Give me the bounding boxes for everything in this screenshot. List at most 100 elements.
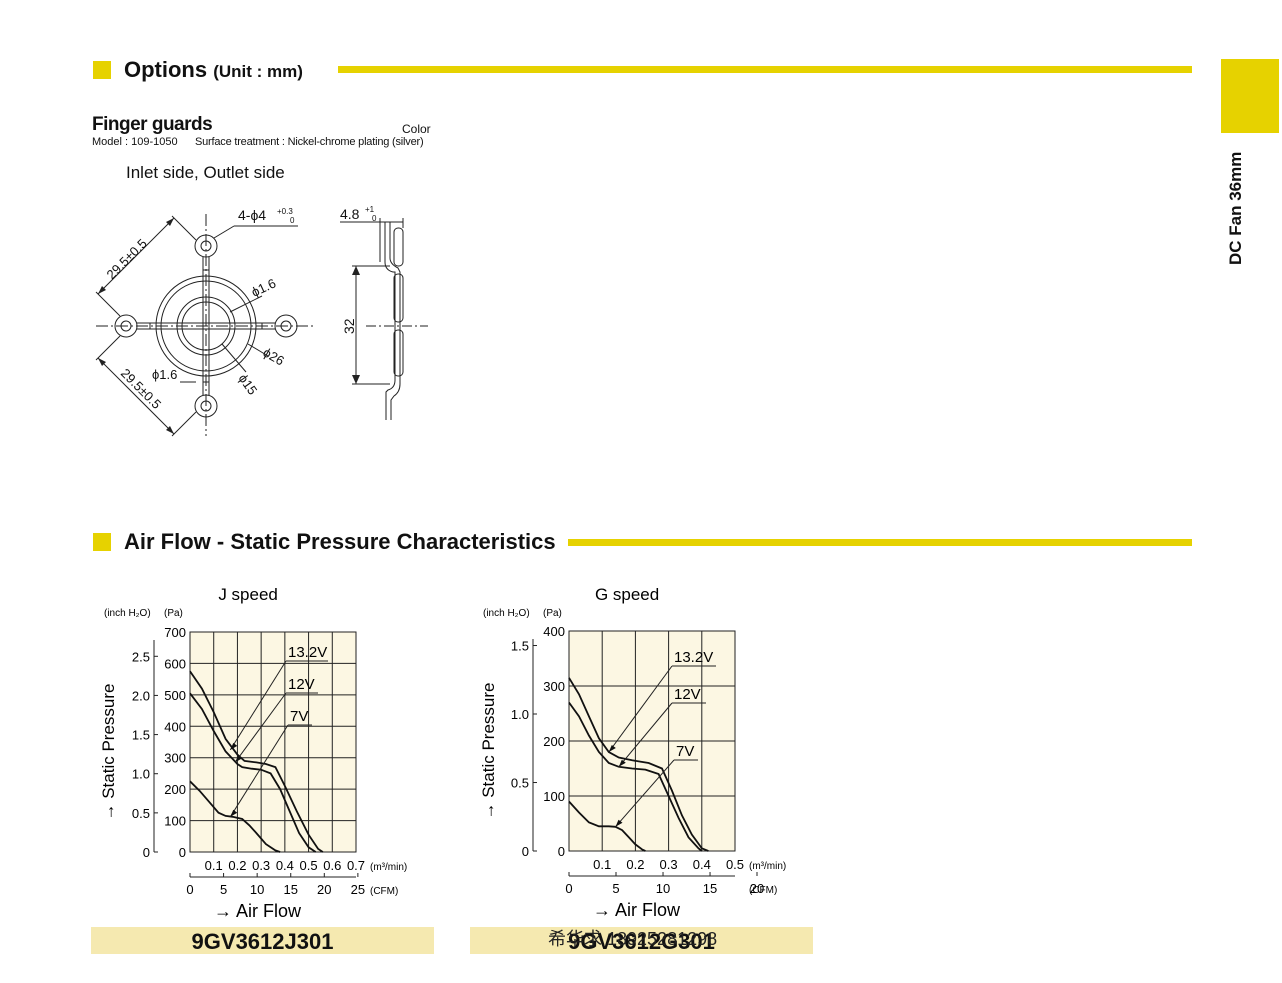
chart-0-pa-tick: 200 [164, 782, 186, 797]
chart-1-inch-tick: 0.5 [511, 776, 529, 791]
chart-1-label-leader [608, 665, 673, 753]
chart-0-series-12V [189, 692, 317, 853]
chart-1-pa-tick: 200 [543, 734, 565, 749]
chart-0-label-arrow [235, 755, 243, 763]
chart-1-pa-tick: 100 [543, 789, 565, 804]
options-unit: (Unit : mm) [213, 62, 303, 81]
ring-inner-dia: ϕ15 [236, 371, 261, 397]
chart-1-x-unit-bottom: (CFM) [749, 885, 777, 896]
chart-0-m3-tick: 0.3 [252, 858, 270, 873]
airflow-bullet [93, 533, 111, 551]
ring-outer-dia: ϕ26 [261, 345, 287, 369]
chart-0-m3-tick: 0.6 [323, 858, 341, 873]
chart-1-voltage-label: 13.2V [674, 649, 713, 666]
surface-line: Surface treatment : Nickel-chrome platin… [195, 136, 424, 148]
chart-0-plot-area [189, 631, 357, 853]
chart-0-title: J speed [218, 585, 278, 604]
chart-0-x-unit-top: (m³/min) [370, 862, 407, 873]
chart-1-m3-tick: 0.5 [726, 857, 744, 872]
model-label-j: 9GV3612J301 [191, 929, 334, 954]
chart-1-cfm-tick: 15 [703, 881, 717, 896]
chart-1-m3-tick: 0.2 [626, 857, 644, 872]
chart-0-pa-tick: 600 [164, 656, 186, 671]
chart-0-inch-tick: 1.0 [132, 767, 150, 782]
chart-0-x-label: → Air Flow [214, 901, 302, 921]
chart-0-cfm-tick: 25 [351, 882, 365, 897]
chart-0-pa-tick: 400 [164, 719, 186, 734]
chart-1-cfm-tick: 0 [565, 881, 572, 896]
chart-0-label-arrow [230, 809, 238, 817]
chart-0-m3-tick: 0.7 [347, 858, 365, 873]
chart-1-m3-tick: 0.3 [660, 857, 678, 872]
chart-g-speed: G speed(inch H₂O) (Pa)40030020010001.51.0… [479, 585, 786, 920]
inlet-outlet-label: Inlet side, Outlet side [126, 163, 285, 182]
color-label: Color [402, 122, 431, 136]
chart-1-y-label: → Static Pressure [479, 683, 498, 820]
chart-1-cfm-tick: 20 [750, 881, 764, 896]
side-tab-label: DC Fan 36mm [1226, 151, 1245, 265]
holes-tol-upper: +0.3 [277, 207, 293, 216]
chart-1-cfm-tick: 10 [656, 881, 670, 896]
chart-0-inch-tick: 2.0 [132, 688, 150, 703]
airflow-rule [568, 539, 1192, 546]
chart-0-label-leader [234, 692, 287, 763]
thickness-label: 4.8 [340, 206, 360, 222]
chart-1-series-12V [568, 701, 703, 852]
chart-1-pa-tick: 300 [543, 679, 565, 694]
chart-0-label-leader [229, 724, 289, 818]
model-band-g: 9GV3612G301 [470, 927, 813, 954]
chart-1-pa-tick: 0 [558, 844, 565, 859]
chart-0-m3-tick: 0.2 [228, 858, 246, 873]
chart-0-inch-tick: 2.5 [132, 649, 150, 664]
chart-1-voltage-label: 12V [674, 686, 701, 703]
chart-1-inch-tick: 0 [522, 844, 529, 859]
side-tab [1221, 59, 1279, 133]
chart-0-inch-tick: 1.5 [132, 728, 150, 743]
chart-0-series-13.2V [189, 670, 324, 853]
chart-0-label-arrow [230, 742, 238, 750]
chart-1-label-leader [618, 702, 673, 768]
chart-0-voltage-label: 13.2V [288, 644, 327, 661]
chart-j-speed: J speed(inch H₂O) (Pa)7006005004003002001… [99, 585, 407, 921]
chart-1-title: G speed [595, 585, 659, 604]
chart-1-label-arrow [608, 745, 616, 752]
holes-label: 4-ϕ4 [238, 207, 266, 223]
chart-0-cfm-tick: 10 [250, 882, 264, 897]
finger-guards-heading: Finger guards [92, 114, 213, 135]
chart-0-cfm-tick: 20 [317, 882, 331, 897]
chart-0-voltage-label: 12V [288, 676, 315, 693]
chart-1-voltage-label: 7V [676, 743, 694, 760]
thickness-tol-lower: 0 [372, 214, 377, 223]
chart-0-cfm-tick: 15 [284, 882, 298, 897]
chart-1-m3-tick: 0.1 [593, 857, 611, 872]
chart-0-cfm-tick: 5 [220, 882, 227, 897]
chart-0-label-leader [229, 660, 287, 751]
dim-diagonal-upper: 29.5±0.5 [104, 236, 150, 282]
chart-0-voltage-label: 7V [290, 708, 308, 725]
chart-0-pa-tick: 100 [164, 814, 186, 829]
options-heading: Options (Unit : mm) [124, 57, 303, 83]
chart-1-x-unit-top: (m³/min) [749, 861, 786, 872]
chart-1-y-unit-right: (Pa) [543, 608, 562, 619]
watermark: 希华求 18925281298 [548, 929, 718, 949]
chart-1-label-arrow [615, 819, 623, 827]
chart-0-m3-tick: 0.4 [276, 858, 294, 873]
chart-0-m3-tick: 0.1 [205, 858, 223, 873]
chart-0-series-7V [189, 780, 281, 853]
chart-0-y-label: → Static Pressure [99, 684, 118, 821]
chart-0-inch-tick: 0.5 [132, 806, 150, 821]
chart-0-pa-tick: 300 [164, 751, 186, 766]
options-bullet [93, 61, 111, 79]
chart-0-inch-tick: 0 [143, 845, 150, 860]
chart-1-series-13.2V [568, 677, 709, 852]
chart-0-cfm-tick: 0 [186, 882, 193, 897]
chart-0-pa-tick: 500 [164, 688, 186, 703]
chart-1-m3-tick: 0.4 [693, 857, 711, 872]
finger-guard-drawing: 29.5±0.5 29.5±0.5 4-ϕ4 +0.3 0 ϕ1.6 ϕ1.6 … [95, 205, 428, 437]
chart-1-y-unit-left: (inch H₂O) [483, 608, 530, 619]
chart-0-x-unit-bottom: (CFM) [370, 886, 398, 897]
airflow-title: Air Flow - Static Pressure Characteristi… [124, 529, 556, 554]
chart-1-pa-tick: 400 [543, 624, 565, 639]
chart-0-pa-tick: 700 [164, 625, 186, 640]
options-title: Options [124, 57, 208, 82]
